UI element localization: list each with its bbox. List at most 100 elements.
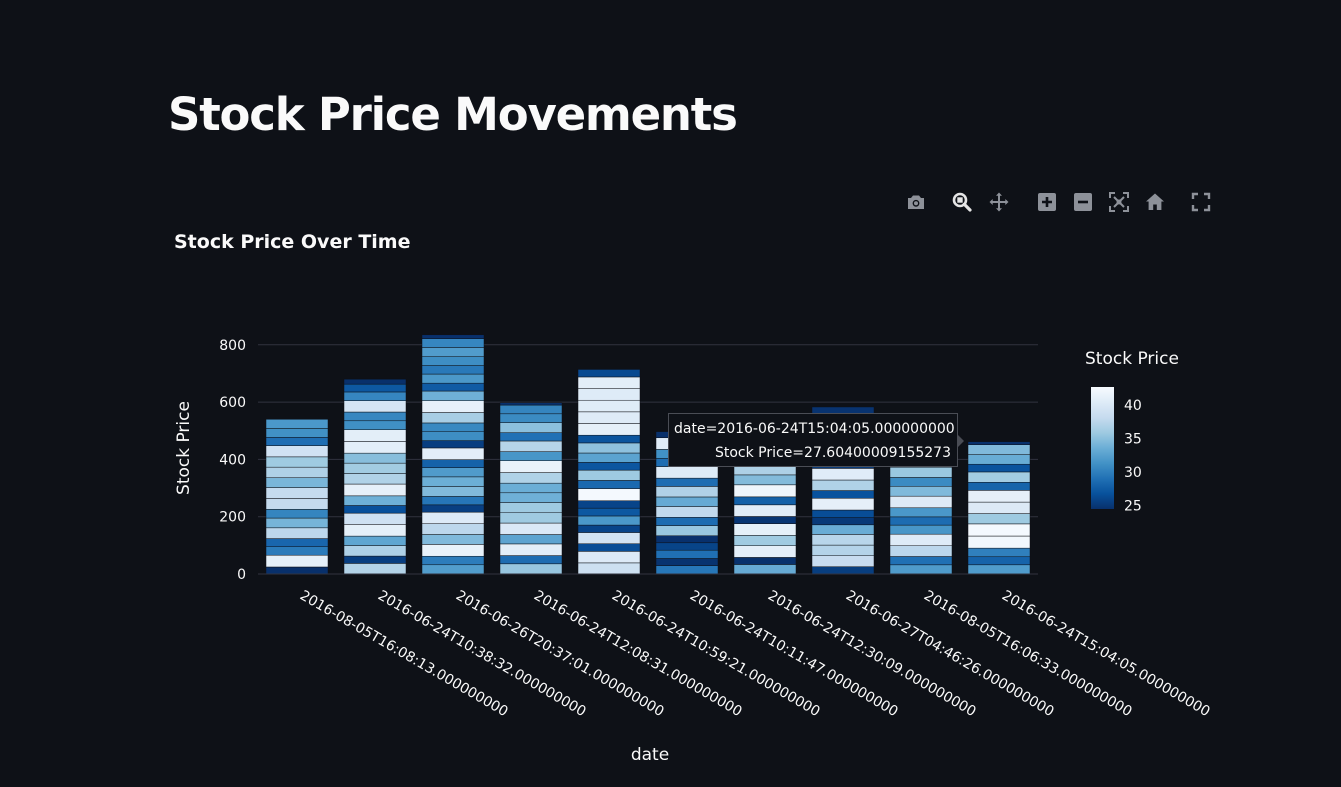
bar-segment[interactable]: [889, 533, 953, 546]
bar-segment[interactable]: [889, 495, 953, 509]
bar-segment[interactable]: [655, 558, 719, 566]
bar-segment[interactable]: [499, 543, 563, 556]
bar-segment[interactable]: [421, 486, 485, 497]
bar-segment[interactable]: [811, 534, 875, 546]
bar-segment[interactable]: [967, 564, 1031, 575]
bar-segment[interactable]: [733, 564, 797, 575]
bar-segment[interactable]: [499, 402, 563, 406]
bar-segment[interactable]: [577, 452, 641, 463]
bar-segment[interactable]: [811, 468, 875, 481]
bar-segment[interactable]: [733, 516, 797, 524]
bar-segment[interactable]: [421, 476, 485, 487]
bar-segment[interactable]: [811, 566, 875, 575]
bar-segment[interactable]: [655, 549, 719, 559]
bar-segment[interactable]: [967, 523, 1031, 537]
bar-segment[interactable]: [577, 562, 641, 575]
bar-segment[interactable]: [421, 496, 485, 506]
bar-segment[interactable]: [811, 509, 875, 518]
bar-segment[interactable]: [343, 400, 407, 413]
bar-segment[interactable]: [421, 564, 485, 575]
bar-segment[interactable]: [967, 513, 1031, 525]
bar-segment[interactable]: [733, 474, 797, 486]
bar-segment[interactable]: [265, 546, 329, 556]
bar-segment[interactable]: [499, 422, 563, 433]
bar-segment[interactable]: [343, 512, 407, 525]
reset-axes-icon[interactable]: [1141, 188, 1169, 216]
bar-segment[interactable]: [421, 338, 485, 348]
bar-segment[interactable]: [265, 509, 329, 519]
bar-segment[interactable]: [577, 507, 641, 517]
bar-segment[interactable]: [343, 555, 407, 564]
bar-segment[interactable]: [265, 538, 329, 547]
bar-segment[interactable]: [421, 534, 485, 545]
bar-segment[interactable]: [577, 488, 641, 501]
bar-segment[interactable]: [811, 498, 875, 511]
bar-segment[interactable]: [811, 555, 875, 567]
bar-segment[interactable]: [967, 482, 1031, 491]
bar-segment[interactable]: [343, 429, 407, 442]
bar-segment[interactable]: [889, 486, 953, 497]
bar-segment[interactable]: [421, 544, 485, 557]
bar-segment[interactable]: [343, 452, 407, 464]
bar-segment[interactable]: [889, 564, 953, 575]
bar-segment[interactable]: [889, 466, 953, 478]
bar-segment[interactable]: [343, 483, 407, 497]
bar-segment[interactable]: [967, 535, 1031, 549]
pan-icon[interactable]: [985, 188, 1013, 216]
bar-segment[interactable]: [499, 460, 563, 473]
bar-segment[interactable]: [577, 434, 641, 444]
bar-segment[interactable]: [421, 382, 485, 392]
zoom-icon[interactable]: [948, 188, 976, 216]
bar-segment[interactable]: [265, 466, 329, 478]
bar-segment[interactable]: [655, 565, 719, 575]
bar-segment[interactable]: [967, 556, 1031, 566]
bar-segment[interactable]: [421, 555, 485, 566]
fullscreen-icon[interactable]: [1187, 188, 1215, 216]
bar-segment[interactable]: [421, 365, 485, 375]
bar-segment[interactable]: [577, 376, 641, 389]
bar-segment[interactable]: [577, 551, 641, 564]
bar-segment[interactable]: [421, 447, 485, 460]
bar-segment[interactable]: [499, 451, 563, 461]
bar-segment[interactable]: [265, 487, 329, 499]
bar-segment[interactable]: [265, 428, 329, 438]
bar-segment[interactable]: [499, 522, 563, 535]
bar-segment[interactable]: [577, 442, 641, 454]
bar-segment[interactable]: [889, 545, 953, 557]
bar-segment[interactable]: [499, 512, 563, 524]
bar-segment[interactable]: [967, 501, 1031, 514]
bar-segment[interactable]: [967, 454, 1031, 465]
bar-segment[interactable]: [421, 467, 485, 478]
bar-segment[interactable]: [577, 480, 641, 489]
bar-segment[interactable]: [421, 400, 485, 413]
bar-segment[interactable]: [421, 431, 485, 441]
bar-segment[interactable]: [811, 524, 875, 535]
bar-segment[interactable]: [265, 419, 329, 429]
bar-segment[interactable]: [811, 479, 875, 491]
bar-segment[interactable]: [265, 517, 329, 529]
bar-segment[interactable]: [421, 459, 485, 468]
bar-segment[interactable]: [577, 423, 641, 436]
bar-segment[interactable]: [655, 506, 719, 518]
bar-segment[interactable]: [733, 484, 797, 498]
zoom-in-icon[interactable]: [1033, 188, 1061, 216]
bar-segment[interactable]: [733, 523, 797, 536]
bar-segment[interactable]: [577, 462, 641, 471]
bar-segment[interactable]: [343, 545, 407, 557]
bar-segment[interactable]: [967, 490, 1031, 503]
bar-segment[interactable]: [577, 369, 641, 378]
bar-segment[interactable]: [421, 422, 485, 432]
bar-segment[interactable]: [265, 445, 329, 458]
bar-segment[interactable]: [967, 444, 1031, 455]
bar-segment[interactable]: [733, 496, 797, 506]
bar-segment[interactable]: [889, 507, 953, 518]
bar-segment[interactable]: [343, 420, 407, 430]
bar-segment[interactable]: [421, 334, 485, 339]
bar-segment[interactable]: [343, 524, 407, 537]
bar-segment[interactable]: [655, 525, 719, 536]
bar-segment[interactable]: [499, 502, 563, 514]
bar-segment[interactable]: [967, 547, 1031, 558]
bar-segment[interactable]: [577, 388, 641, 401]
bar-segment[interactable]: [343, 411, 407, 422]
